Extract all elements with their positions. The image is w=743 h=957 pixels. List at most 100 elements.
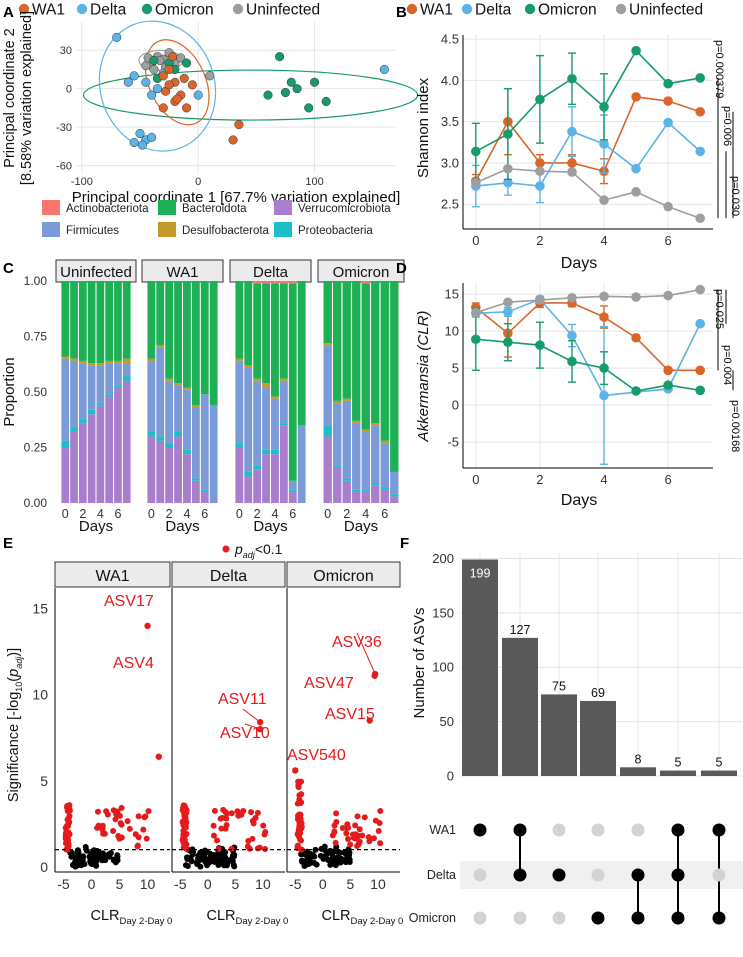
b-point-delta [695, 146, 705, 157]
f-bar-label: 199 [470, 567, 491, 581]
c-bar-segment [333, 467, 342, 503]
panel-d: 0 2 4 6 -5 0 5 10 15 Days Akkermansia (CLR) p=0.025… [415, 283, 741, 509]
f-bar [660, 770, 696, 776]
e-point-sig [260, 822, 267, 829]
a-point-wa1 [187, 80, 197, 90]
d-ytick-label: 5 [452, 361, 459, 376]
c-bar-segment [297, 425, 306, 503]
c-bar-segment [209, 281, 218, 406]
c-bar-segment [156, 281, 165, 346]
c-bar-segment [200, 489, 209, 492]
e-point-ns [79, 853, 86, 860]
b-line-delta [475, 121, 701, 187]
f-bar-label: 5 [716, 756, 723, 770]
d-line-uninfected [475, 288, 701, 314]
c-bar-segment [371, 485, 380, 503]
d-point-uninfected [471, 307, 481, 318]
e-point-sig [295, 784, 302, 791]
c-bar-segment [87, 365, 96, 410]
c-facet-label: WA1 [167, 264, 199, 281]
e-point-sig [246, 845, 253, 852]
c-xtick-label: 2 [79, 507, 86, 521]
c-bar-segment [253, 465, 262, 470]
f-matrix-dot [671, 823, 685, 837]
c-bar-segment [262, 283, 270, 384]
e-xtick-label: 0 [204, 876, 212, 892]
e-point-sig [294, 842, 301, 849]
c-bar-segment [191, 478, 200, 481]
c-bar-segment [333, 403, 342, 466]
e-point-sig [298, 791, 305, 798]
c-legend-swatch [274, 222, 292, 237]
e-point-ns [341, 849, 348, 856]
c-bar-segment [200, 281, 209, 395]
c-bar-segment [174, 436, 182, 503]
e-point-ns [86, 853, 93, 860]
c-bar-segment [380, 489, 389, 503]
c-xtick-label: 4 [271, 507, 278, 521]
e-point-sig [65, 804, 72, 811]
e-point-sig [354, 813, 361, 820]
e-point-sig [297, 829, 304, 836]
c-bar-segment [147, 281, 156, 359]
b-point-wa1 [631, 92, 641, 102]
e-facet-label: WA1 [95, 568, 129, 585]
c-bar-segment [333, 465, 342, 468]
e-point-sig [350, 834, 357, 841]
e-point-label: ASV540 [287, 747, 346, 764]
f-bar [620, 767, 656, 776]
e-point-ns [231, 851, 238, 858]
a-ellipse-delta [98, 20, 217, 152]
e-point-label: ASV47 [304, 675, 354, 692]
a-ytick-label: -60 [56, 161, 72, 173]
f-bar-label: 5 [675, 756, 682, 770]
e-point-sig [361, 814, 368, 821]
c-bar-segment [390, 471, 399, 495]
b-point-omicron [535, 94, 545, 105]
c-bar-segment [78, 418, 87, 424]
a-ylabel-line1: Principal coordinate 2 [2, 28, 18, 167]
f-ytick-label: 100 [432, 660, 454, 675]
a-point-delta [112, 32, 122, 42]
a-ytick-label: -30 [56, 122, 72, 134]
a-legend-dot [76, 3, 88, 15]
e-point-sig [181, 811, 188, 818]
c-bar-segment [361, 489, 370, 492]
b-point-wa1 [567, 158, 577, 168]
e-xtick-label: 10 [140, 876, 156, 892]
a-point-delta [379, 64, 389, 74]
c-bar-segment [87, 409, 96, 415]
e-point-sig [375, 828, 382, 835]
c-bar-segment [271, 283, 279, 397]
c-bar-segment [96, 281, 105, 364]
d-line-omicron [475, 338, 701, 392]
e-point-ns [82, 843, 89, 850]
e-point-ns [327, 847, 334, 854]
d-point-omicron [599, 363, 609, 373]
c-bar-segment [156, 345, 165, 348]
c-legend-label: Bacteroidota [182, 203, 247, 215]
e-point-ns [219, 857, 226, 864]
e-point-sig [365, 834, 372, 841]
c-bar-segment [70, 281, 78, 359]
e-point-sig [140, 826, 147, 833]
a-legend-dot [141, 3, 153, 15]
d-point-uninfected [567, 293, 577, 303]
a-point-delta [147, 132, 157, 142]
e-point-ns [222, 849, 229, 856]
c-bar-segment [288, 489, 297, 492]
c-bar-segment [191, 405, 200, 408]
b-point-uninfected [695, 213, 705, 224]
c-xtick-label: 4 [183, 507, 190, 521]
f-matrix-dot [631, 868, 645, 882]
c-bar-segment [114, 360, 122, 364]
c-bar-segment [165, 380, 174, 444]
e-point-sig [228, 845, 235, 852]
c-bar-segment [235, 360, 244, 444]
c-bar-segment [371, 425, 380, 484]
f-matrix-dot [591, 911, 605, 925]
e-point-sig [347, 841, 354, 848]
e-point-sig [254, 845, 261, 852]
c-bar-segment [244, 367, 253, 472]
c-bar-segment [380, 281, 389, 441]
